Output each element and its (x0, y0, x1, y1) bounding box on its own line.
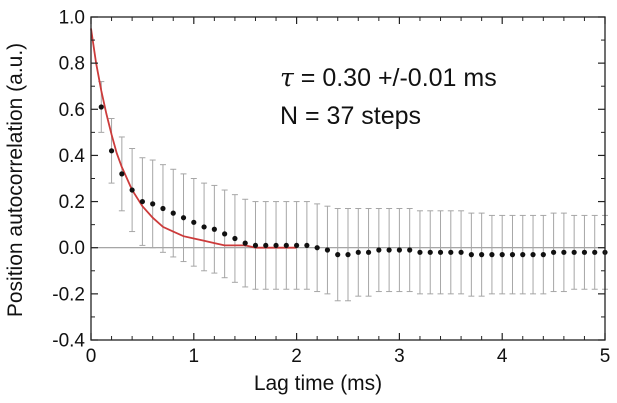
x-tick-labels-layer: 0 1 2 3 4 5 (86, 346, 611, 367)
data-point (386, 247, 392, 253)
data-point (232, 235, 238, 242)
data-point (581, 249, 588, 255)
tau-annotation: τ = 0.30 +/-0.01 ms (280, 63, 497, 92)
data-point (520, 252, 526, 258)
x-tick-label: 4 (497, 346, 508, 367)
data-point (160, 205, 166, 212)
y-axis-label: Position autocorrelation (a.u.) (4, 43, 27, 317)
data-point (407, 247, 413, 253)
x-tick-label: 2 (291, 346, 302, 367)
data-point (592, 249, 598, 255)
data-point (427, 249, 433, 255)
data-point (324, 247, 331, 253)
data-point (376, 247, 382, 253)
data-point (561, 249, 567, 255)
data-point (448, 249, 454, 255)
data-points-layer (98, 104, 608, 258)
data-point (201, 224, 207, 230)
data-point (479, 252, 485, 258)
data-point (417, 249, 423, 255)
tau-symbol: τ (280, 63, 295, 92)
y-tick-label: 1.0 (59, 8, 85, 29)
data-point (242, 240, 248, 246)
data-point (345, 252, 351, 258)
x-tick-label: 3 (394, 346, 405, 367)
exponential-fit-line (90, 28, 297, 249)
data-point (551, 249, 557, 255)
data-point (468, 252, 474, 258)
data-point (119, 171, 125, 177)
data-point (365, 249, 372, 255)
data-point (273, 242, 279, 249)
data-point (139, 198, 145, 205)
data-point (571, 249, 577, 255)
tau-value: = 0.30 +/-0.01 ms (294, 64, 497, 92)
data-point (222, 231, 228, 237)
x-tick-label: 0 (86, 346, 97, 367)
data-point (437, 249, 444, 255)
data-point (294, 242, 300, 249)
data-point (540, 252, 546, 258)
x-axis-label: Lag time (ms) (254, 372, 382, 395)
data-point (108, 148, 115, 154)
data-point (355, 249, 361, 255)
y-tick-label: 0.2 (59, 192, 85, 213)
data-point (180, 215, 187, 221)
data-point (98, 104, 104, 110)
data-point (458, 249, 464, 255)
data-point (314, 245, 320, 251)
data-point (129, 187, 135, 193)
data-point (335, 252, 341, 258)
y-tick-label: 0.0 (59, 238, 85, 259)
y-tick-label: 0.4 (59, 146, 86, 167)
fit-curve-layer (90, 28, 297, 249)
data-point (211, 226, 217, 232)
data-point (509, 252, 516, 258)
data-point (252, 242, 259, 249)
data-point (499, 252, 505, 258)
y-tick-label: -0.2 (52, 284, 85, 305)
data-point (191, 219, 197, 225)
data-point (530, 252, 536, 258)
y-tick-label: 0.8 (59, 54, 85, 75)
y-tick-label: -0.4 (52, 331, 85, 352)
data-point (489, 252, 495, 258)
y-tick-label: 0.6 (59, 100, 85, 121)
data-point (396, 247, 402, 253)
y-tick-labels-layer: -0.4 -0.2 0.0 0.2 0.4 0.6 0.8 1.0 (52, 8, 85, 352)
data-point (263, 242, 269, 249)
data-point (170, 210, 176, 216)
tick-marks-layer (90, 16, 606, 341)
x-tick-label: 1 (189, 346, 200, 367)
data-point (283, 242, 289, 249)
steps-annotation: N = 37 steps (280, 102, 421, 130)
x-tick-label: 5 (600, 346, 611, 367)
data-point (150, 201, 156, 207)
data-point (304, 242, 310, 249)
